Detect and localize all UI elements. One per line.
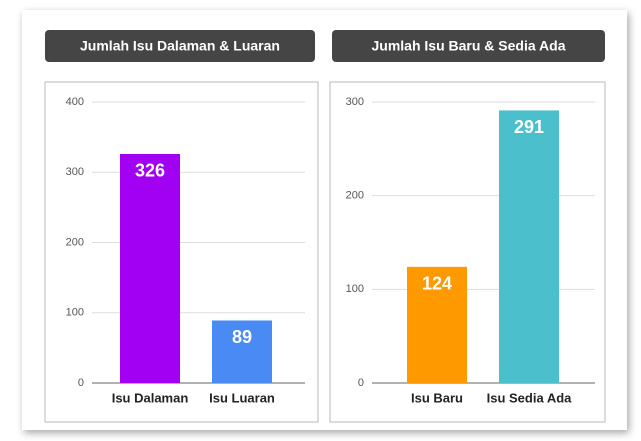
y-tick-label: 200 — [346, 190, 364, 202]
y-tick-label: 0 — [358, 377, 364, 389]
chart-header — [45, 30, 315, 62]
x-tick-label: Isu Baru — [411, 390, 463, 405]
value-label: 89 — [232, 327, 252, 347]
chart-header — [332, 30, 605, 62]
y-tick-label: 100 — [346, 283, 364, 295]
y-tick-label: 100 — [66, 307, 84, 319]
chart-panel — [44, 81, 319, 423]
y-tick-label: 300 — [66, 166, 84, 178]
value-label: 124 — [422, 274, 452, 294]
y-tick-label: 400 — [66, 96, 84, 108]
x-tick-label: Isu Dalaman — [112, 390, 189, 405]
bar — [499, 110, 559, 384]
bar — [212, 320, 272, 383]
x-tick-label: Isu Luaran — [209, 390, 275, 405]
bar — [407, 266, 467, 383]
x-tick-label: Isu Sedia Ada — [487, 390, 573, 405]
y-tick-label: 300 — [346, 96, 364, 108]
y-tick-label: 200 — [66, 236, 84, 248]
value-label: 291 — [514, 117, 544, 137]
y-tick-label: 0 — [78, 377, 84, 389]
bar — [120, 153, 180, 383]
chart-title: Jumlah Isu Baru & Sedia Ada — [372, 38, 566, 54]
chart-panel — [329, 81, 606, 423]
value-label: 326 — [135, 161, 165, 181]
chart-title: Jumlah Isu Dalaman & Luaran — [80, 38, 280, 54]
